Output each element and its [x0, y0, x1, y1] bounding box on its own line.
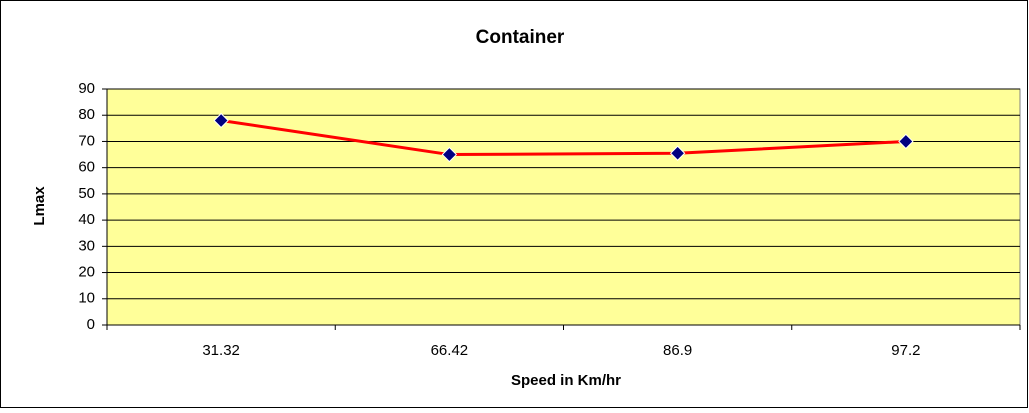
y-tick-label: 90 [78, 80, 95, 97]
y-tick-label: 60 [78, 159, 95, 176]
data-point [898, 133, 914, 150]
y-tick-label: 20 [78, 264, 95, 281]
x-tick-label: 66.42 [431, 342, 469, 359]
y-tick-label: 40 [78, 211, 95, 228]
chart-title: Container [476, 27, 565, 48]
x-tick-label: 31.32 [202, 342, 240, 359]
y-tick-label: 0 [87, 316, 95, 333]
data-point [441, 146, 458, 163]
x-tick-label: 97.2 [891, 342, 920, 359]
x-tick-label: 86.9 [663, 342, 692, 359]
x-axis-label: Speed in Km/hr [511, 372, 621, 389]
y-tick-label: 80 [78, 106, 95, 123]
y-tick-label: 10 [78, 290, 95, 307]
series-line [220, 118, 906, 157]
plot-area [106, 88, 1021, 326]
data-point [213, 112, 229, 129]
y-axis-label: Lmax [31, 186, 48, 226]
y-tick-label: 50 [78, 185, 95, 202]
data-point [669, 145, 686, 161]
y-tick-label: 70 [78, 132, 95, 149]
y-tick-label: 30 [78, 237, 95, 254]
